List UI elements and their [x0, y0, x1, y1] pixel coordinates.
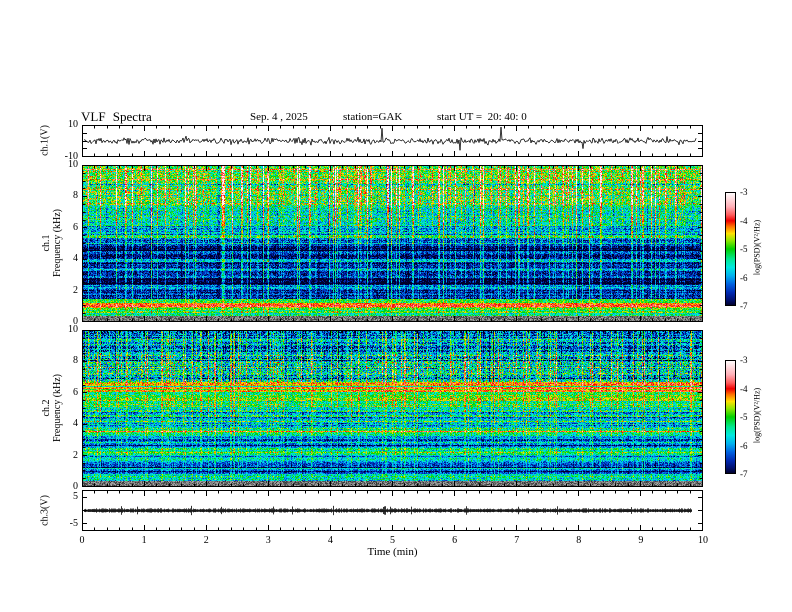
y-tick-label: 6 — [73, 386, 78, 398]
ch2-spectrogram-panel — [82, 330, 703, 487]
colorbar-tick-label: -7 — [740, 301, 748, 311]
x-tick-label: 4 — [327, 535, 333, 546]
x-tick-label: 6 — [452, 535, 458, 546]
y-tick-label: 8 — [73, 190, 78, 202]
y-tick-label: 2 — [73, 284, 78, 296]
x-tick-label: 9 — [638, 535, 644, 546]
colorbar-tick-label: -4 — [740, 383, 748, 394]
y-tick-label: -5 — [69, 518, 78, 530]
y-tick-label: 10 — [68, 159, 78, 170]
colorbar-tick-label: -5 — [740, 244, 748, 254]
colorbar-ch2 — [725, 360, 736, 474]
start-ut-label: start UT = 20: 40: 0 — [437, 111, 527, 123]
colorbar-tick-label: -5 — [740, 412, 748, 422]
ch1-waveform-panel — [82, 125, 703, 157]
y-tick-label: -10 — [64, 151, 78, 162]
y-tick-label: 8 — [73, 355, 78, 367]
x-tick-label: 8 — [576, 535, 582, 546]
y-tick-label: 4 — [73, 253, 78, 265]
plot-date: Sep. 4 , 2025 — [250, 111, 308, 123]
y-tick-label: 0 — [73, 316, 78, 327]
plot-title: VLF Spectra — [81, 109, 152, 124]
y-tick-label: 6 — [73, 221, 78, 233]
colorbar-tick-label: -3 — [740, 187, 748, 197]
colorbar-tick-label: -6 — [740, 440, 748, 451]
colorbar-tick-label: -6 — [740, 272, 748, 283]
ch1-axis-label-line2: Frequency (kHz) — [52, 208, 63, 278]
x-tick-label: 0 — [79, 535, 85, 546]
x-tick-label: 1 — [141, 535, 147, 546]
y-tick-label: 10 — [68, 324, 78, 335]
ch1-frequency-axis-label: ch.1 Frequency (kHz) — [41, 193, 63, 293]
x-tick-label: 10 — [698, 535, 708, 546]
colorbar-tick-label: -7 — [740, 469, 748, 479]
x-tick-label: 7 — [514, 535, 520, 546]
x-tick-label: 2 — [203, 535, 209, 546]
ch2-frequency-axis-label: ch.2 Frequency (kHz) — [41, 358, 63, 458]
ch2-axis-label-line1: ch.2 — [41, 399, 52, 417]
ch3-waveform-panel — [82, 490, 703, 531]
y-tick-label: 4 — [73, 418, 78, 430]
colorbar-tick-label: -4 — [740, 215, 748, 226]
ch1-spectrogram-panel — [82, 165, 703, 322]
y-tick-label: 10 — [68, 119, 78, 130]
y-tick-label: 0 — [73, 481, 78, 492]
colorbar-tick-label: -3 — [740, 355, 748, 365]
ch1-axis-label-line1: ch.1 — [41, 234, 52, 252]
station-label: station=GAK — [343, 111, 403, 123]
ch2-axis-label-line2: Frequency (kHz) — [52, 373, 63, 443]
x-tick-label: 5 — [390, 535, 395, 546]
x-tick-label: 3 — [265, 535, 271, 546]
y-tick-label: 5 — [73, 490, 78, 502]
time-axis-label: Time (min) — [367, 546, 418, 558]
colorbar-ch1 — [725, 192, 736, 306]
y-tick-label: 2 — [73, 449, 78, 461]
